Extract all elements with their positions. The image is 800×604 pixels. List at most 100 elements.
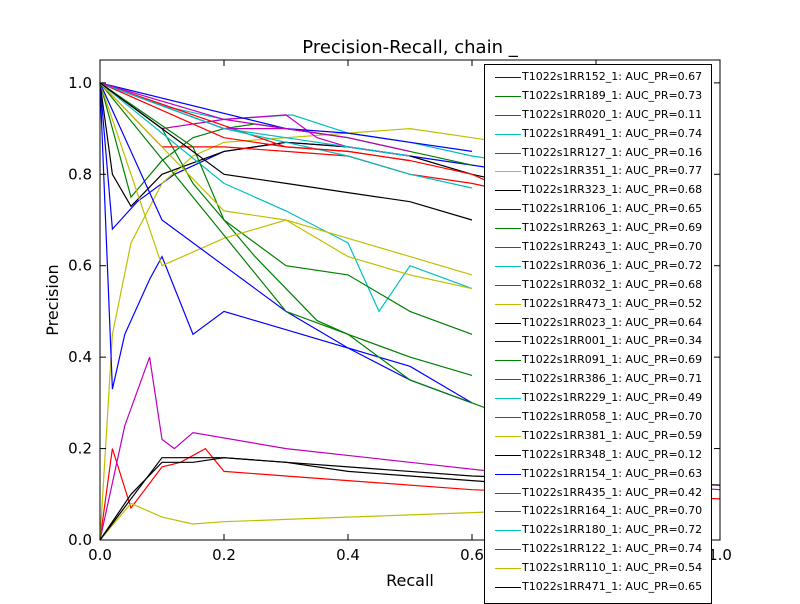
series-line-23 — [99, 82, 411, 162]
legend-label: T1022s1RR036_1: AUC_PR=0.72 — [522, 258, 703, 272]
legend-label: T1022s1RR351_1: AUC_PR=0.77 — [522, 164, 703, 178]
legend-item: T1022s1RR351_1: AUC_PR=0.77 — [485, 162, 711, 181]
legend-item: T1022s1RR386_1: AUC_PR=0.71 — [485, 370, 711, 389]
series-line-17 — [99, 82, 473, 189]
legend-swatch — [495, 95, 521, 97]
legend-label: T1022s1RR348_1: AUC_PR=0.12 — [522, 447, 703, 461]
legend-item: T1022s1RR127_1: AUC_PR=0.16 — [485, 144, 711, 163]
legend-label: T1022s1RR023_1: AUC_PR=0.64 — [522, 315, 703, 329]
legend-item: T1022s1RR435_1: AUC_PR=0.42 — [485, 484, 711, 503]
legend-item: T1022s1RR189_1: AUC_PR=0.73 — [485, 87, 711, 106]
legend-label: T1022s1RR122_1: AUC_PR=0.74 — [522, 542, 703, 556]
legend-label: T1022s1RR435_1: AUC_PR=0.42 — [522, 485, 703, 499]
legend-swatch — [495, 190, 521, 192]
legend-swatch — [495, 341, 521, 343]
legend-label: T1022s1RR106_1: AUC_PR=0.65 — [522, 202, 703, 216]
legend-label: T1022s1RR473_1: AUC_PR=0.52 — [522, 296, 703, 310]
legend-swatch — [495, 360, 521, 362]
legend-label: T1022s1RR110_1: AUC_PR=0.54 — [522, 561, 703, 575]
legend-label: T1022s1RR127_1: AUC_PR=0.16 — [522, 145, 703, 159]
legend-label: T1022s1RR189_1: AUC_PR=0.73 — [522, 88, 703, 102]
series-line-27 — [99, 82, 473, 221]
chart-legend: T1022s1RR152_1: AUC_PR=0.67 T1022s1RR189_… — [484, 64, 712, 604]
legend-swatch — [495, 417, 521, 419]
series-line-3 — [99, 82, 535, 166]
series-line-8 — [99, 82, 473, 376]
legend-swatch — [495, 511, 521, 513]
y-tick-label: 0.6 — [68, 257, 92, 275]
legend-item: T1022s1RR180_1: AUC_PR=0.72 — [485, 521, 711, 540]
series-line-25 — [99, 82, 349, 139]
legend-item: T1022s1RR058_1: AUC_PR=0.70 — [485, 408, 711, 427]
legend-swatch — [495, 473, 521, 475]
x-axis-label: Recall — [386, 571, 434, 590]
legend-label: T1022s1RR471_1: AUC_PR=0.65 — [522, 580, 703, 594]
legend-item: T1022s1RR263_1: AUC_PR=0.69 — [485, 219, 711, 238]
series-line-14 — [99, 82, 473, 152]
series-line-9 — [99, 82, 535, 198]
series-line-26 — [99, 82, 473, 276]
legend-swatch — [495, 77, 521, 78]
legend-label: T1022s1RR001_1: AUC_PR=0.34 — [522, 334, 703, 348]
legend-swatch — [495, 322, 521, 324]
legend-item: T1022s1RR110_1: AUC_PR=0.54 — [485, 559, 711, 578]
legend-swatch — [495, 265, 521, 267]
legend-swatch — [495, 398, 521, 400]
legend-swatch — [495, 379, 521, 381]
series-line-22 — [99, 82, 535, 427]
legend-swatch — [495, 133, 521, 135]
y-tick-label: 0.2 — [68, 440, 92, 458]
legend-label: T1022s1RR020_1: AUC_PR=0.11 — [522, 107, 703, 121]
legend-swatch — [495, 247, 521, 249]
legend-item: T1022s1RR471_1: AUC_PR=0.65 — [485, 578, 711, 597]
legend-label: T1022s1RR263_1: AUC_PR=0.69 — [522, 221, 703, 235]
legend-label: T1022s1RR243_1: AUC_PR=0.70 — [522, 240, 703, 254]
legend-swatch — [495, 171, 521, 173]
series-line-10 — [99, 82, 473, 313]
legend-item: T1022s1RR091_1: AUC_PR=0.69 — [485, 351, 711, 370]
legend-item: T1022s1RR001_1: AUC_PR=0.34 — [485, 332, 711, 351]
legend-label: T1022s1RR058_1: AUC_PR=0.70 — [522, 410, 703, 424]
legend-label: T1022s1RR323_1: AUC_PR=0.68 — [522, 183, 703, 197]
legend-label: T1022s1RR164_1: AUC_PR=0.70 — [522, 504, 703, 518]
legend-item: T1022s1RR229_1: AUC_PR=0.49 — [485, 389, 711, 408]
x-tick-label: 0.2 — [212, 546, 236, 564]
legend-item: T1022s1RR491_1: AUC_PR=0.74 — [485, 125, 711, 144]
legend-item: T1022s1RR348_1: AUC_PR=0.12 — [485, 446, 711, 465]
legend-label: T1022s1RR381_1: AUC_PR=0.59 — [522, 428, 703, 442]
legend-label: T1022s1RR386_1: AUC_PR=0.71 — [522, 372, 703, 386]
series-line-19 — [99, 82, 473, 290]
legend-label: T1022s1RR091_1: AUC_PR=0.69 — [522, 353, 703, 367]
legend-item: T1022s1RR164_1: AUC_PR=0.70 — [485, 502, 711, 521]
series-line-21 — [99, 82, 473, 404]
legend-item: T1022s1RR036_1: AUC_PR=0.72 — [485, 257, 711, 276]
legend-swatch — [495, 587, 521, 589]
legend-item: T1022s1RR032_1: AUC_PR=0.68 — [485, 276, 711, 295]
legend-label: T1022s1RR180_1: AUC_PR=0.72 — [522, 523, 703, 537]
legend-swatch — [495, 303, 521, 305]
legend-item: T1022s1RR152_1: AUC_PR=0.67 — [485, 68, 711, 87]
legend-item: T1022s1RR023_1: AUC_PR=0.64 — [485, 314, 711, 333]
x-tick-label: 1.0 — [708, 546, 732, 564]
x-tick-label: 0.4 — [336, 546, 360, 564]
legend-swatch — [495, 454, 521, 456]
legend-label: T1022s1RR229_1: AUC_PR=0.49 — [522, 391, 703, 405]
legend-swatch — [495, 284, 521, 286]
legend-item: T1022s1RR020_1: AUC_PR=0.11 — [485, 106, 711, 125]
legend-item: T1022s1RR106_1: AUC_PR=0.65 — [485, 200, 711, 219]
y-axis-label: Precision — [43, 264, 62, 335]
legend-swatch — [495, 209, 521, 211]
legend-swatch — [495, 530, 521, 532]
series-line-5 — [99, 127, 535, 541]
y-tick-label: 1.0 — [68, 74, 92, 92]
legend-item: T1022s1RR323_1: AUC_PR=0.68 — [485, 181, 711, 200]
y-tick-label: 0.4 — [68, 348, 92, 366]
plot-area: 0.00.20.40.60.81.00.00.20.40.60.81.0 — [68, 59, 732, 564]
series-line-24 — [99, 82, 411, 157]
x-tick-label: 0.6 — [460, 546, 484, 564]
series-line-13 — [99, 457, 535, 541]
legend-item: T1022s1RR381_1: AUC_PR=0.59 — [485, 427, 711, 446]
chart-title: Precision-Recall, chain _ — [302, 37, 518, 58]
legend-swatch — [495, 228, 521, 230]
